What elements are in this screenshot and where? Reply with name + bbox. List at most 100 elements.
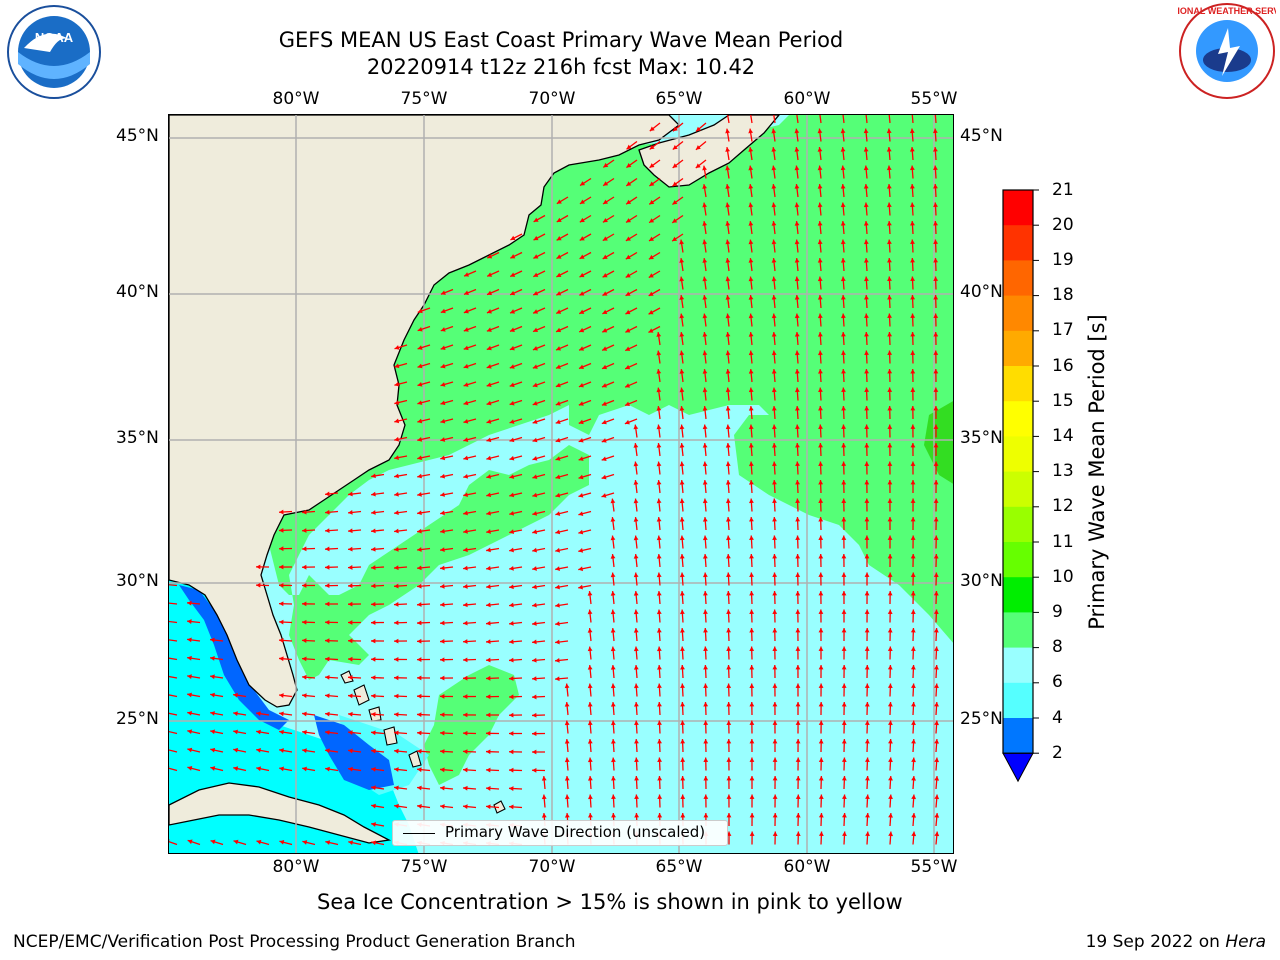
wave-arrow-head (725, 258, 731, 263)
wave-arrow-head (748, 461, 754, 467)
wave-arrow-head (702, 406, 708, 411)
wave-arrow-head (863, 239, 869, 245)
lat-label-right: 45°N (960, 126, 1003, 146)
wave-arrow-head (656, 554, 662, 559)
wave-arrow-head (233, 711, 238, 716)
wave-arrow-head (624, 419, 630, 425)
wave-arrow-head (509, 364, 515, 369)
wave-arrow-head (702, 276, 708, 282)
wave-arrow-shaft (169, 620, 178, 624)
wave-arrow-head (610, 609, 616, 615)
wave-arrow-shaft (169, 675, 178, 679)
wave-arrow-head (817, 239, 823, 245)
wave-arrow-head (302, 656, 307, 662)
wave-arrow-head (610, 572, 616, 578)
wave-arrow-head (911, 739, 916, 744)
wave-arrow-head (256, 748, 261, 753)
wave-arrow-head (256, 766, 262, 772)
wave-arrow-head (865, 776, 870, 781)
land-cuba (169, 782, 392, 844)
wave-arrow-head (325, 564, 330, 570)
wave-arrow-head (555, 657, 560, 663)
wave-arrow-head (509, 731, 514, 736)
wave-arrow-head (556, 327, 562, 333)
wave-arrow-head (772, 628, 778, 633)
wave-arrow-head (486, 327, 492, 332)
wave-arrow-head (725, 128, 730, 134)
wave-arrow-head (463, 584, 468, 589)
wave-arrow-head (486, 767, 491, 773)
wave-arrow-head (625, 364, 631, 370)
wave-arrow-head (910, 609, 916, 614)
wave-arrow-head (725, 406, 731, 411)
wave-arrow-head (656, 480, 662, 485)
wave-arrow-head (795, 406, 800, 411)
wave-arrow-head (910, 387, 916, 392)
wave-arrow-head (933, 295, 939, 300)
wave-arrow-head (532, 419, 538, 424)
wave-arrow-head (555, 621, 560, 627)
wave-arrow-head (703, 646, 708, 652)
wave-arrow-head (887, 239, 892, 245)
wave-arrow-head (841, 720, 847, 725)
wave-arrow-head (541, 776, 547, 781)
wave-arrow-head (509, 400, 515, 406)
wave-arrow-head (794, 147, 800, 152)
wave-arrow-head (532, 657, 537, 663)
wave-arrow-head (888, 831, 894, 837)
wave-arrow-head (463, 418, 469, 424)
wave-arrow-head (509, 327, 515, 332)
wave-arrow-head (749, 517, 754, 522)
wave-arrow-head (187, 729, 193, 735)
wave-arrow-head (532, 621, 537, 626)
wave-arrow-head (886, 184, 892, 189)
wave-arrow-head (509, 639, 514, 645)
wave-arrow-head (887, 665, 893, 670)
wave-arrow-head (910, 517, 916, 522)
wave-arrow-head (610, 739, 616, 744)
wave-arrow-head (371, 767, 376, 772)
wave-arrow-head (933, 202, 938, 208)
wave-arrow-head (625, 273, 631, 278)
wave-arrow-head (279, 601, 284, 607)
wave-arrow-head (187, 655, 192, 661)
wave-arrow-head (510, 309, 516, 314)
wave-arrow-head (795, 813, 801, 818)
wave-arrow-head (679, 461, 685, 467)
wave-arrow-head (464, 272, 470, 277)
wave-arrow-head (910, 498, 916, 503)
wave-arrow-head (795, 572, 801, 577)
wave-arrow-head (210, 674, 215, 680)
wave-arrow-head (371, 546, 376, 552)
wave-arrow-head (702, 369, 708, 374)
wave-arrow-head (841, 517, 847, 522)
wave-arrow-shaft (169, 602, 178, 605)
wave-arrow-head (348, 656, 353, 662)
wave-arrow-head (910, 535, 916, 540)
wave-arrow-head (587, 776, 593, 781)
wave-arrow-head (555, 437, 561, 443)
wave-arrow-head (841, 350, 846, 356)
wave-arrow-head (440, 712, 445, 718)
wave-arrow-head (532, 492, 538, 498)
wave-arrow-head (509, 419, 515, 424)
wave-arrow-head (371, 822, 376, 827)
wave-arrow-head (325, 766, 330, 772)
wave-arrow-head (509, 547, 514, 553)
wave-arrow-head (486, 694, 491, 700)
wave-arrow-head (394, 510, 399, 516)
wave-arrow-head (771, 258, 777, 263)
wave-arrow-head (463, 657, 468, 663)
wave-arrow-head (748, 313, 754, 319)
wave-arrow-head (911, 831, 917, 837)
wave-arrow-head (555, 566, 560, 571)
wave-arrow-head (348, 565, 353, 570)
wave-arrow-head (279, 582, 284, 588)
wave-arrow-head (394, 528, 399, 534)
wave-arrow-head (509, 437, 515, 443)
wave-arrow-head (579, 346, 585, 351)
wave-arrow-head (394, 785, 399, 791)
wave-arrow-head (841, 332, 846, 337)
wave-arrow-head (625, 254, 631, 260)
wave-arrow-head (325, 656, 330, 662)
